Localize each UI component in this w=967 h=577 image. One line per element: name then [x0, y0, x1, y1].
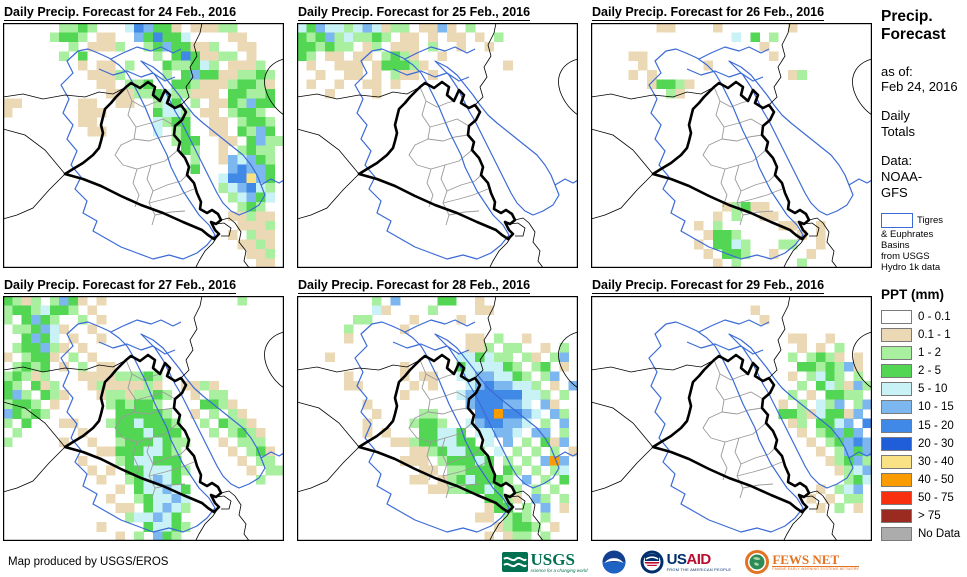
legend-label: No Data — [918, 528, 961, 541]
noaa-seal-icon — [602, 550, 626, 574]
forecast-map-panel: Daily Precip. Forecast for 26 Feb., 2016 — [591, 2, 872, 270]
legend-swatch — [881, 418, 912, 433]
forecast-map — [297, 296, 578, 542]
usaid-tagline: FROM THE AMERICAN PEOPLE — [666, 567, 732, 573]
forecast-map — [3, 296, 284, 542]
basin-label-beside: Tigres — [917, 214, 944, 226]
usgs-tagline: science for a changing world — [530, 568, 588, 574]
sidebar: Precip. Forecast as of: Feb 24, 2016 Dai… — [872, 2, 967, 543]
daily-totals-label: Daily Totals — [881, 108, 915, 140]
panel-title: Daily Precip. Forecast for 28 Feb., 2016 — [298, 278, 531, 295]
legend-swatch — [881, 472, 912, 487]
legend-row: > 75 — [881, 507, 965, 525]
forecast-map-panel: Daily Precip. Forecast for 29 Feb., 2016 — [591, 275, 872, 543]
panel-title: Daily Precip. Forecast for 27 Feb., 2016 — [4, 278, 237, 295]
precip-cells — [297, 23, 513, 99]
legend-label: 1 - 2 — [918, 347, 942, 360]
legend-row: 15 - 20 — [881, 416, 965, 434]
legend-row: 40 - 50 — [881, 471, 965, 489]
map-panels-grid: Daily Precip. Forecast for 24 Feb., 2016… — [3, 2, 872, 543]
usgs-wordmark: USGS — [530, 550, 575, 570]
legend-swatch — [881, 382, 912, 397]
legend-swatch — [881, 346, 912, 361]
legend-swatch — [881, 509, 912, 523]
fewsnet-tagline: FAMINE EARLY WARNING SYSTEMS NETWORK — [772, 567, 859, 572]
legend-label: 2 - 5 — [918, 365, 942, 378]
legend-label: 15 - 20 — [918, 419, 954, 432]
legend-row: 10 - 15 — [881, 398, 965, 416]
forecast-map — [591, 296, 872, 542]
panel-title: Daily Precip. Forecast for 25 Feb., 2016 — [298, 5, 531, 21]
legend-label: 5 - 10 — [918, 383, 948, 396]
legend-row: 0.1 - 1 — [881, 326, 965, 344]
usaid-seal-icon — [640, 550, 664, 574]
legend-label: 50 - 75 — [918, 491, 954, 504]
basin-label-below: & Euphrates Basins from USGS Hydro 1k da… — [881, 228, 941, 274]
precip-cells — [628, 23, 826, 268]
legend-label: 30 - 40 — [918, 455, 954, 468]
forecast-map-panel: Daily Precip. Forecast for 24 Feb., 2016 — [3, 2, 284, 270]
ppt-legend: 0 - 0.1 0.1 - 1 1 - 2 2 - 5 5 - 10 10 - … — [881, 308, 965, 543]
ppt-legend-title: PPT (mm) — [881, 287, 945, 303]
precip-cells — [750, 305, 872, 514]
forecast-map — [591, 23, 872, 268]
map-credit: Map produced by USGS/EROS — [8, 556, 169, 569]
usgs-logo: USGS science for a changing world — [501, 550, 588, 574]
forecast-map-panel: Daily Precip. Forecast for 27 Feb., 2016 — [3, 275, 284, 543]
legend-swatch — [881, 364, 912, 379]
noaa-logo — [602, 550, 626, 574]
agency-logos: USGS science for a changing world — [501, 550, 967, 575]
precip-cells — [3, 296, 284, 542]
usaid-logo: USAID FROM THE AMERICAN PEOPLE — [640, 550, 732, 574]
legend-label: 10 - 15 — [918, 401, 954, 414]
legend-label: 20 - 30 — [918, 437, 954, 450]
legend-swatch — [881, 328, 912, 343]
legend-swatch — [881, 527, 912, 542]
forecast-map — [3, 23, 284, 268]
as-of-date: as of: Feb 24, 2016 — [881, 63, 958, 95]
fewsnet-wordmark: FEWS NET — [772, 553, 859, 568]
legend-row: 2 - 5 — [881, 362, 965, 380]
legend-row: 20 - 30 — [881, 435, 965, 453]
basin-outline-swatch — [881, 212, 913, 228]
basin-legend: Tigres & Euphrates Basins from USGS Hydr… — [881, 212, 965, 274]
forecast-map-panel: Daily Precip. Forecast for 25 Feb., 2016 — [297, 2, 578, 270]
legend-swatch — [881, 400, 912, 415]
legend-label: 0 - 0.1 — [918, 310, 951, 323]
legend-swatch — [881, 436, 912, 451]
data-source-label: Data: NOAA- GFS — [881, 153, 923, 200]
panel-title: Daily Precip. Forecast for 26 Feb., 2016 — [592, 5, 825, 21]
legend-row: 50 - 75 — [881, 489, 965, 507]
forecast-map — [297, 23, 578, 268]
usaid-wordmark: USAID — [666, 551, 712, 569]
legend-label: 0.1 - 1 — [918, 329, 951, 342]
usgs-wave-icon — [501, 552, 528, 573]
legend-swatch — [881, 490, 912, 505]
forecast-map-panel: Daily Precip. Forecast for 28 Feb., 2016 — [297, 275, 578, 543]
fewsnet-logo: FEWS NET FAMINE EARLY WARNING SYSTEMS NE… — [745, 550, 859, 575]
sidebar-title: Precip. Forecast — [881, 8, 946, 43]
legend-label: > 75 — [918, 509, 941, 522]
precip-cells — [3, 23, 284, 268]
legend-label: 40 - 50 — [918, 473, 954, 486]
legend-row: 1 - 2 — [881, 344, 965, 362]
legend-swatch — [881, 454, 912, 469]
panel-title: Daily Precip. Forecast for 29 Feb., 2016 — [592, 278, 825, 295]
legend-row: 0 - 0.1 — [881, 308, 965, 326]
footer: Map produced by USGS/EROS USGS science f… — [0, 547, 967, 577]
legend-swatch — [881, 309, 912, 324]
legend-row: No Data — [881, 525, 965, 543]
fewsnet-globe-icon — [745, 550, 770, 575]
legend-row: 30 - 40 — [881, 453, 965, 471]
panel-title: Daily Precip. Forecast for 24 Feb., 2016 — [4, 5, 237, 21]
maps-and-sidebar: Daily Precip. Forecast for 24 Feb., 2016… — [3, 2, 967, 543]
legend-row: 5 - 10 — [881, 380, 965, 398]
